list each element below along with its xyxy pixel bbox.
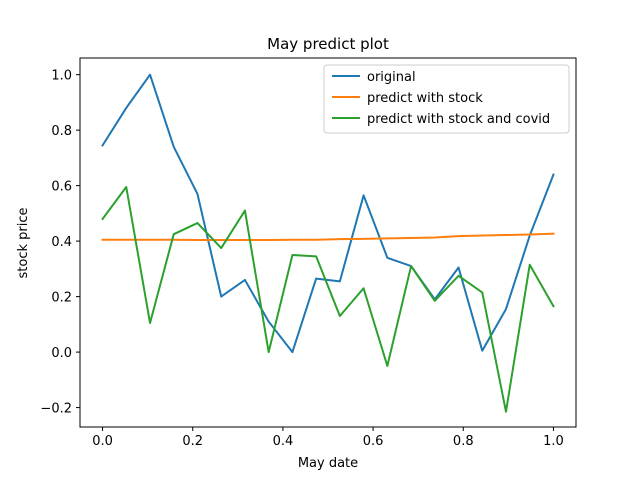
legend-label-1: predict with stock <box>367 91 483 106</box>
axes-frame <box>79 57 577 428</box>
y-tick-label: 0.2 <box>51 291 72 306</box>
y-tick-label: −0.2 <box>40 402 72 417</box>
y-tick-label: 0.6 <box>51 180 72 195</box>
chart-title: May predict plot <box>267 35 389 53</box>
y-tick-label: 0.0 <box>51 346 72 361</box>
x-tick-label: 1.0 <box>543 434 564 449</box>
y-axis-label: stock price <box>16 208 31 279</box>
legend-label-0: original <box>367 70 416 85</box>
x-tick-label: 0.0 <box>92 434 113 449</box>
series-line-0 <box>101 73 555 354</box>
y-tick-label: 0.4 <box>51 235 72 250</box>
legend-label-2: predict with stock and covid <box>367 112 550 127</box>
plot-area: 0.0 0.2 0.4 0.6 0.8 1.0 −0.2 0.0 0.2 0.4 0.6 0.8 1.0 <box>40 57 577 449</box>
legend: original predict with stock predict with s… <box>323 64 570 134</box>
x-tick-label: 0.8 <box>453 434 474 449</box>
y-tick-label: 0.8 <box>51 124 72 139</box>
x-tick-label: 0.2 <box>182 434 203 449</box>
x-axis-label: May date <box>298 456 358 471</box>
series-line-1 <box>101 232 555 241</box>
y-tick-label: 1.0 <box>51 69 72 84</box>
legend-box <box>323 64 570 134</box>
series-line-2 <box>101 186 555 413</box>
x-tick-label: 0.4 <box>273 434 294 449</box>
x-tick-label: 0.6 <box>363 434 384 449</box>
